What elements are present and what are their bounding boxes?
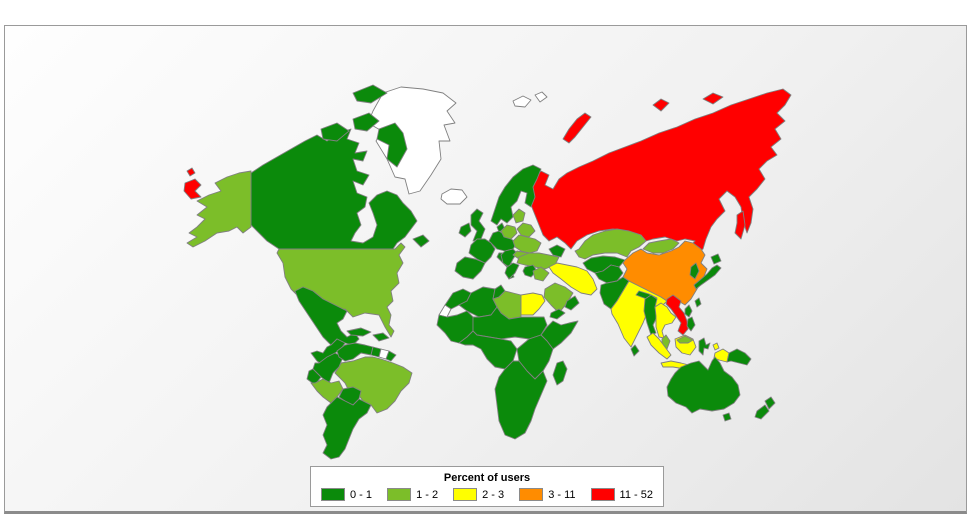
legend-label-bucket-4: 3 - 11: [548, 488, 576, 501]
region-balkans[interactable]: [500, 248, 518, 268]
region-russia-wrangel[interactable]: [186, 167, 196, 177]
region-alaska[interactable]: [186, 170, 252, 248]
region-scandinavia[interactable]: [490, 164, 542, 226]
region-sri-lanka[interactable]: [630, 344, 640, 357]
region-myanmar[interactable]: [643, 294, 658, 336]
region-ecuador[interactable]: [306, 368, 322, 386]
legend-item: 1 - 2: [387, 488, 438, 501]
region-taiwan[interactable]: [694, 297, 702, 308]
region-southern-africa[interactable]: [494, 360, 548, 440]
legend-label-bucket-1: 0 - 1: [350, 488, 373, 501]
region-central-africa[interactable]: [458, 330, 518, 370]
region-new-zealand[interactable]: [754, 396, 776, 420]
region-thailand[interactable]: [654, 302, 677, 339]
world-map[interactable]: [5, 26, 966, 511]
legend-label-bucket-2: 1 - 2: [416, 488, 439, 501]
region-colombia[interactable]: [312, 352, 344, 384]
legend-swatch-bucket-4: [519, 488, 544, 501]
region-canada-arctic-islands[interactable]: [320, 84, 430, 248]
region-iran[interactable]: [548, 262, 598, 296]
legend-label-bucket-3: 2 - 3: [482, 488, 505, 501]
region-svalbard[interactable]: [512, 91, 548, 108]
region-russia-sakhalin[interactable]: [734, 210, 746, 240]
legend-swatch-bucket-1: [321, 488, 345, 501]
region-oman[interactable]: [564, 295, 580, 311]
region-ukraine[interactable]: [512, 234, 542, 254]
region-malaysia-borneo[interactable]: [676, 335, 694, 344]
legend-swatch-bucket-3: [453, 488, 478, 501]
region-hispaniola[interactable]: [372, 332, 390, 342]
region-russia-novaya-zemlya[interactable]: [562, 112, 592, 144]
region-japan[interactable]: [693, 253, 722, 290]
region-russia-arctic-islands[interactable]: [652, 92, 724, 112]
region-indonesia-sumatra[interactable]: [646, 332, 672, 360]
region-ireland[interactable]: [458, 222, 472, 238]
legend-swatch-bucket-5: [590, 488, 615, 501]
legend-label-bucket-5: 11 - 52: [619, 488, 653, 501]
legend-item: 11 - 52: [590, 488, 653, 501]
region-belarus[interactable]: [516, 222, 536, 238]
region-afghanistan[interactable]: [594, 264, 624, 284]
region-mexico[interactable]: [294, 286, 360, 346]
region-france[interactable]: [468, 238, 496, 264]
region-australia[interactable]: [666, 356, 741, 414]
legend-item: 0 - 1: [321, 488, 372, 501]
region-philippines[interactable]: [684, 304, 696, 332]
region-canada[interactable]: [250, 128, 418, 250]
region-greenland[interactable]: [367, 86, 457, 195]
region-mongolia[interactable]: [642, 238, 680, 254]
region-greece[interactable]: [504, 262, 520, 280]
region-iceland[interactable]: [440, 188, 468, 205]
region-french-guiana[interactable]: [385, 350, 397, 362]
region-russia[interactable]: [528, 88, 792, 254]
region-madagascar[interactable]: [552, 360, 568, 386]
legend-box: Percent of users 0 - 1 1 - 2 2 - 3 3 - 1…: [310, 466, 664, 507]
map-panel: Percent of users 0 - 1 1 - 2 2 - 3 3 - 1…: [4, 25, 967, 514]
legend-items: 0 - 1 1 - 2 2 - 3 3 - 11 11 - 52: [311, 488, 663, 501]
region-caucasus[interactable]: [548, 244, 566, 258]
region-egypt[interactable]: [520, 292, 546, 316]
region-united-kingdom[interactable]: [470, 208, 486, 242]
region-korea[interactable]: [689, 262, 700, 280]
region-kazakhstan[interactable]: [574, 228, 647, 260]
legend-title: Percent of users: [443, 472, 531, 484]
region-papua-new-guinea[interactable]: [726, 348, 752, 366]
region-cuba[interactable]: [346, 327, 372, 337]
region-baltic-states[interactable]: [512, 208, 526, 224]
region-iraq[interactable]: [532, 266, 550, 282]
region-poland[interactable]: [500, 224, 518, 240]
region-vietnam[interactable]: [665, 294, 689, 336]
legend-swatch-bucket-2: [387, 488, 412, 501]
region-brazil[interactable]: [334, 356, 413, 414]
region-iberia[interactable]: [454, 256, 486, 280]
region-tasmania[interactable]: [722, 412, 732, 422]
region-sulawesi[interactable]: [698, 337, 711, 356]
region-argentina-chile[interactable]: [322, 396, 372, 460]
legend-item: 3 - 11: [519, 488, 576, 501]
region-russia-chukotka-west[interactable]: [183, 178, 202, 200]
legend-item: 2 - 3: [453, 488, 504, 501]
region-yemen[interactable]: [549, 308, 566, 320]
